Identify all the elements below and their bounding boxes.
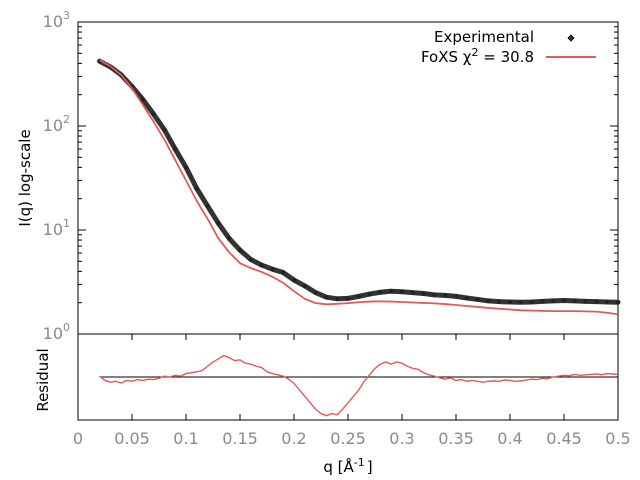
legend: Experimental FoXS χ2 = 30.8 <box>421 28 596 66</box>
experimental-point <box>313 290 319 296</box>
x-tick-label: 0.05 <box>114 429 150 448</box>
experimental-point <box>583 298 589 304</box>
experimental-point <box>453 293 459 299</box>
experimental-point <box>615 299 621 305</box>
experimental-point <box>377 289 383 295</box>
x-tick-label: 0.2 <box>281 429 306 448</box>
y-tick-label: 103 <box>43 9 70 31</box>
x-tick-label: 0.1 <box>173 429 198 448</box>
experimental-band <box>97 58 621 305</box>
experimental-point <box>161 127 167 133</box>
experimental-point <box>604 299 610 305</box>
legend-label-foxs: FoXS χ2 = 30.8 <box>421 46 534 66</box>
experimental-point <box>259 262 265 268</box>
experimental-point <box>334 296 340 302</box>
residual-x-ticks: 0 0.05 0.1 0.15 0.2 0.25 0.3 0.35 0.4 0.45 0.5 <box>73 334 631 448</box>
experimental-point <box>280 270 286 276</box>
experimental-point <box>151 111 157 117</box>
x-axis-label: q [Å-1] <box>323 456 372 476</box>
x-tick-label: 0.35 <box>438 429 474 448</box>
experimental-point <box>215 220 221 226</box>
x-tick-label: 0.15 <box>222 429 258 448</box>
experimental-point <box>507 299 513 305</box>
experimental-point <box>431 292 437 298</box>
residual-y-axis-label: Residual <box>34 348 52 411</box>
experimental-point <box>421 291 427 297</box>
experimental-point <box>464 295 470 301</box>
x-tick-label: 0.3 <box>389 429 414 448</box>
main-plot-frame <box>77 21 619 335</box>
experimental-point <box>442 292 448 298</box>
experimental-point <box>291 277 297 283</box>
x-tick-label: 0.45 <box>546 429 582 448</box>
x-tick-label: 0.4 <box>497 429 522 448</box>
experimental-point <box>485 298 491 304</box>
experimental-point <box>269 266 275 272</box>
x-tick-label: 0 <box>73 429 83 448</box>
y-tick-label: 101 <box>43 217 70 239</box>
experimental-point <box>539 298 545 304</box>
experimental-point <box>356 293 362 299</box>
experimental-point <box>194 186 200 192</box>
experimental-point <box>475 296 481 302</box>
experimental-point <box>183 164 189 170</box>
main-y-ticks: 100 101 102 103 <box>43 9 618 343</box>
experimental-point <box>496 299 502 305</box>
experimental-point <box>561 297 567 303</box>
experimental-point <box>302 283 308 289</box>
residual-line <box>99 354 619 417</box>
experimental-point <box>205 203 211 209</box>
experimental-point <box>410 290 416 296</box>
experimental-point <box>550 298 556 304</box>
main-series-layer <box>97 58 621 316</box>
experimental-point <box>529 299 535 305</box>
legend-label-experimental: Experimental <box>434 28 534 46</box>
experimental-point <box>172 146 178 152</box>
experimental-point <box>593 299 599 305</box>
experimental-point <box>572 298 578 304</box>
x-tick-label: 0.25 <box>330 429 366 448</box>
experimental-point <box>323 294 329 300</box>
y-tick-label: 100 <box>43 321 70 343</box>
experimental-point <box>248 257 254 263</box>
experimental-point <box>388 288 394 294</box>
experimental-point <box>367 291 373 297</box>
experimental-point <box>345 295 351 301</box>
experimental-point <box>140 96 146 102</box>
experimental-point <box>399 289 405 295</box>
y-tick-label: 102 <box>43 113 70 135</box>
residual-series-layer <box>99 354 619 417</box>
experimental-point <box>237 247 243 253</box>
experimental-point <box>518 299 524 305</box>
foxs-fit-line <box>99 59 619 316</box>
x-tick-label: 0.5 <box>605 429 630 448</box>
experimental-point <box>226 235 232 241</box>
main-y-axis-label: I(q) log-scale <box>16 129 34 226</box>
legend-marker-experimental <box>567 34 575 42</box>
